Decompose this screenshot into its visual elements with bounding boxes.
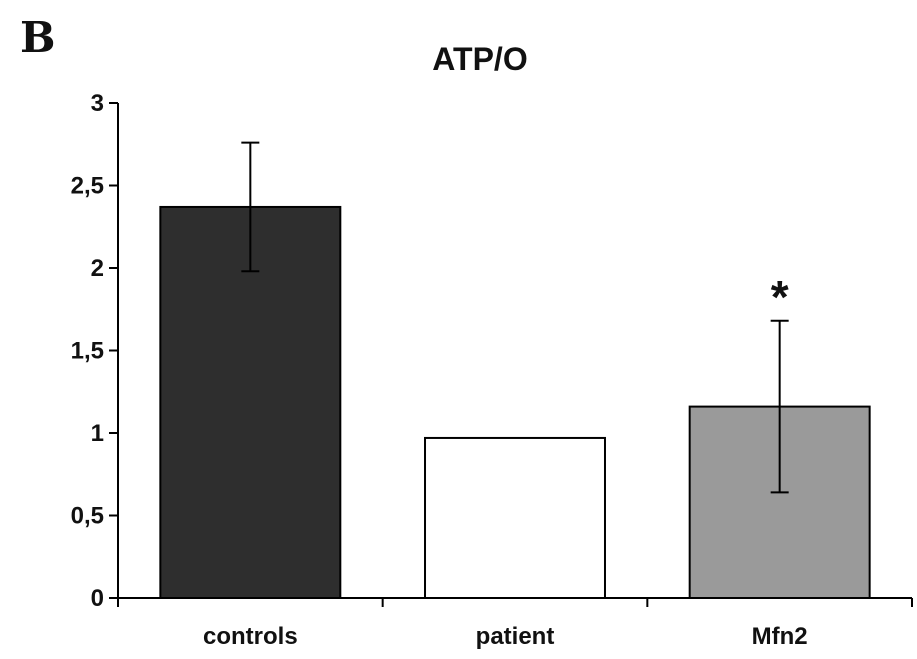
bars-layer [159, 205, 871, 600]
x-tick-label-controls: controls [203, 623, 298, 650]
y-tick-label: 2 [91, 255, 104, 282]
y-tick-label: 0,5 [71, 503, 104, 530]
y-tick-label: 1 [91, 420, 104, 447]
panel-label: B [20, 13, 56, 62]
bar-patient [424, 436, 606, 600]
x-tick-label-mfn2: Mfn2 [752, 623, 808, 650]
y-tick-label: 2,5 [71, 173, 104, 200]
labels-layer: controls patient Mfn2 * 0 0,5 1 1,5 2 2,5 3 [71, 90, 808, 650]
significance-star: * [771, 271, 789, 323]
x-tick-label-patient: patient [476, 623, 555, 650]
chart-title: ATP/O [432, 41, 527, 77]
y-tick-label: 0 [91, 585, 104, 612]
error-bars-layer [241, 141, 789, 494]
y-tick-label: 1,5 [71, 338, 104, 365]
axes-layer [109, 102, 913, 607]
y-tick-label: 3 [91, 90, 104, 117]
